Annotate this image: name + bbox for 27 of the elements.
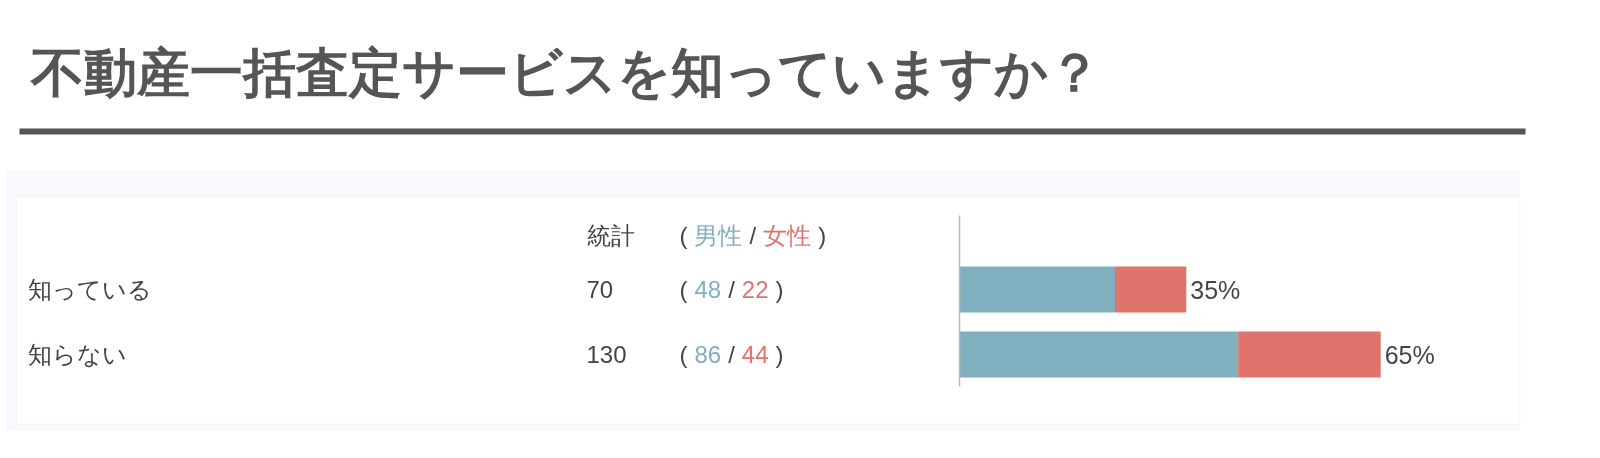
text: 130 — [586, 341, 627, 368]
bar — [1238, 331, 1381, 378]
text: ) — [775, 276, 784, 303]
annotation: 35% — [1190, 275, 1241, 304]
text: / — [749, 222, 757, 249]
text: 統計 — [586, 222, 635, 249]
y-tick-label: 知らない — [27, 341, 127, 368]
data-label: 22 — [741, 276, 769, 303]
text: / — [728, 341, 735, 368]
data-label: 48 — [694, 276, 722, 303]
y-tick-label: 知っている — [27, 276, 152, 303]
text: 女性 — [763, 222, 812, 249]
chart-title: 不動産一括査定サービスを知っていますか？ — [28, 43, 1101, 102]
data-label: 44 — [741, 341, 769, 368]
text: ) — [775, 341, 784, 368]
text: / — [728, 276, 735, 303]
bar — [959, 266, 1116, 313]
bar — [1115, 266, 1187, 313]
bar — [959, 331, 1239, 378]
text: ( — [679, 341, 688, 368]
annotation: 65% — [1384, 340, 1435, 369]
text: ( — [679, 276, 688, 303]
text: ) — [818, 222, 827, 249]
text: ( — [679, 222, 688, 249]
text: 70 — [586, 276, 614, 303]
data-label: 86 — [694, 341, 722, 368]
text: 男性 — [694, 222, 743, 249]
